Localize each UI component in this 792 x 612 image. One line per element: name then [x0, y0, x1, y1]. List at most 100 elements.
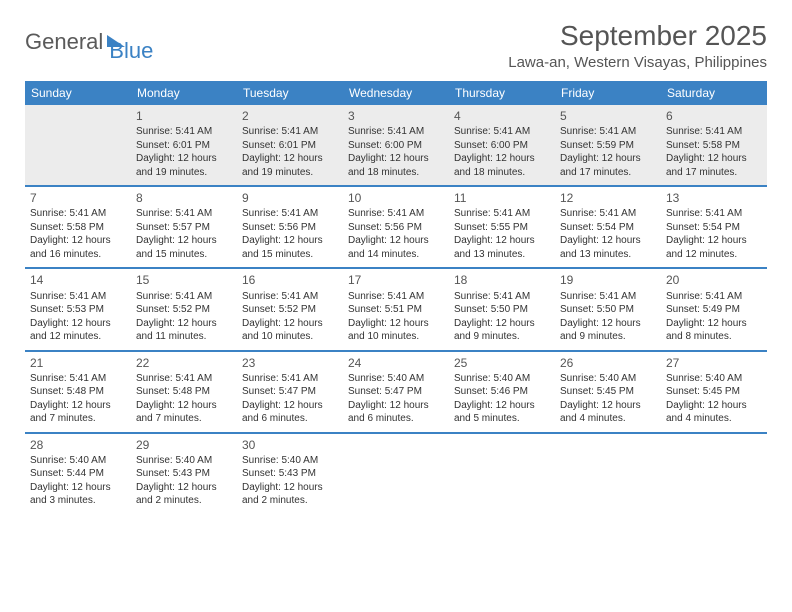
sunset-text: Sunset: 5:45 PM: [666, 385, 762, 399]
sunrise-text: Sunrise: 5:41 AM: [242, 207, 338, 221]
sunrise-text: Sunrise: 5:41 AM: [666, 125, 762, 139]
sunrise-text: Sunrise: 5:41 AM: [348, 290, 444, 304]
day-cell: 12Sunrise: 5:41 AMSunset: 5:54 PMDayligh…: [555, 186, 661, 268]
empty-cell: [555, 433, 661, 514]
sunrise-text: Sunrise: 5:40 AM: [666, 372, 762, 386]
daylight-text: Daylight: 12 hours and 16 minutes.: [30, 234, 126, 261]
day-header: Friday: [555, 81, 661, 105]
day-header-row: Sunday Monday Tuesday Wednesday Thursday…: [25, 81, 767, 105]
sunrise-text: Sunrise: 5:41 AM: [348, 207, 444, 221]
day-number: 22: [136, 355, 232, 371]
day-cell: 28Sunrise: 5:40 AMSunset: 5:44 PMDayligh…: [25, 433, 131, 514]
sunset-text: Sunset: 5:58 PM: [666, 139, 762, 153]
sunrise-text: Sunrise: 5:41 AM: [454, 290, 550, 304]
sunset-text: Sunset: 5:43 PM: [136, 467, 232, 481]
daylight-text: Daylight: 12 hours and 3 minutes.: [30, 481, 126, 508]
sunrise-text: Sunrise: 5:41 AM: [560, 207, 656, 221]
day-cell: 3Sunrise: 5:41 AMSunset: 6:00 PMDaylight…: [343, 105, 449, 186]
week-row: 14Sunrise: 5:41 AMSunset: 5:53 PMDayligh…: [25, 268, 767, 350]
sunrise-text: Sunrise: 5:41 AM: [136, 290, 232, 304]
location: Lawa-an, Western Visayas, Philippines: [508, 54, 767, 71]
sunset-text: Sunset: 6:01 PM: [136, 139, 232, 153]
daylight-text: Daylight: 12 hours and 13 minutes.: [454, 234, 550, 261]
sunrise-text: Sunrise: 5:41 AM: [242, 290, 338, 304]
day-number: 19: [560, 272, 656, 288]
daylight-text: Daylight: 12 hours and 9 minutes.: [454, 317, 550, 344]
day-number: 25: [454, 355, 550, 371]
sunset-text: Sunset: 5:51 PM: [348, 303, 444, 317]
daylight-text: Daylight: 12 hours and 10 minutes.: [348, 317, 444, 344]
sunset-text: Sunset: 5:44 PM: [30, 467, 126, 481]
daylight-text: Daylight: 12 hours and 10 minutes.: [242, 317, 338, 344]
sunset-text: Sunset: 5:48 PM: [30, 385, 126, 399]
day-cell: 11Sunrise: 5:41 AMSunset: 5:55 PMDayligh…: [449, 186, 555, 268]
sunrise-text: Sunrise: 5:41 AM: [136, 125, 232, 139]
sunset-text: Sunset: 5:45 PM: [560, 385, 656, 399]
daylight-text: Daylight: 12 hours and 6 minutes.: [348, 399, 444, 426]
day-cell: 21Sunrise: 5:41 AMSunset: 5:48 PMDayligh…: [25, 351, 131, 433]
week-row: 21Sunrise: 5:41 AMSunset: 5:48 PMDayligh…: [25, 351, 767, 433]
sunset-text: Sunset: 5:47 PM: [242, 385, 338, 399]
empty-cell: [661, 433, 767, 514]
day-number: 11: [454, 190, 550, 206]
sunset-text: Sunset: 5:54 PM: [560, 221, 656, 235]
daylight-text: Daylight: 12 hours and 5 minutes.: [454, 399, 550, 426]
month-title: September 2025: [508, 20, 767, 52]
day-number: 8: [136, 190, 232, 206]
sunset-text: Sunset: 5:57 PM: [136, 221, 232, 235]
sunset-text: Sunset: 5:58 PM: [30, 221, 126, 235]
day-number: 13: [666, 190, 762, 206]
day-cell: 16 Sunrise: 5:41 AMSunset: 5:52 PMDayligh…: [237, 268, 343, 350]
daylight-text: Daylight: 12 hours and 2 minutes.: [242, 481, 338, 508]
sunrise-text: Sunrise: 5:41 AM: [242, 125, 338, 139]
sunset-text: Sunset: 5:48 PM: [136, 385, 232, 399]
day-cell: 29Sunrise: 5:40 AMSunset: 5:43 PMDayligh…: [131, 433, 237, 514]
day-header: Tuesday: [237, 81, 343, 105]
day-cell: 25Sunrise: 5:40 AMSunset: 5:46 PMDayligh…: [449, 351, 555, 433]
day-cell: 18Sunrise: 5:41 AMSunset: 5:50 PMDayligh…: [449, 268, 555, 350]
sunset-text: Sunset: 5:54 PM: [666, 221, 762, 235]
sunset-text: Sunset: 5:52 PM: [136, 303, 232, 317]
daylight-text: Daylight: 12 hours and 4 minutes.: [666, 399, 762, 426]
day-cell: 15Sunrise: 5:41 AMSunset: 5:52 PMDayligh…: [131, 268, 237, 350]
day-cell: 2Sunrise: 5:41 AMSunset: 6:01 PMDaylight…: [237, 105, 343, 186]
day-number: 26: [560, 355, 656, 371]
day-number: 9: [242, 190, 338, 206]
sunset-text: Sunset: 5:47 PM: [348, 385, 444, 399]
day-number: 1: [136, 108, 232, 124]
calendar-body: 1Sunrise: 5:41 AMSunset: 6:01 PMDaylight…: [25, 105, 767, 514]
day-number: 5: [560, 108, 656, 124]
title-block: September 2025 Lawa-an, Western Visayas,…: [508, 20, 767, 71]
logo-text-1: General: [25, 29, 103, 55]
sunset-text: Sunset: 5:52 PM: [242, 303, 338, 317]
day-cell: 9Sunrise: 5:41 AMSunset: 5:56 PMDaylight…: [237, 186, 343, 268]
day-number: 21: [30, 355, 126, 371]
daylight-text: Daylight: 12 hours and 17 minutes.: [666, 152, 762, 179]
daylight-text: Daylight: 12 hours and 19 minutes.: [242, 152, 338, 179]
sunset-text: Sunset: 5:56 PM: [242, 221, 338, 235]
daylight-text: Daylight: 12 hours and 17 minutes.: [560, 152, 656, 179]
day-header: Wednesday: [343, 81, 449, 105]
day-cell: 1Sunrise: 5:41 AMSunset: 6:01 PMDaylight…: [131, 105, 237, 186]
sunset-text: Sunset: 5:50 PM: [560, 303, 656, 317]
day-cell: 8Sunrise: 5:41 AMSunset: 5:57 PMDaylight…: [131, 186, 237, 268]
day-number: 27: [666, 355, 762, 371]
sunset-text: Sunset: 5:59 PM: [560, 139, 656, 153]
day-number: 20: [666, 272, 762, 288]
day-number: 23: [242, 355, 338, 371]
day-number: 18: [454, 272, 550, 288]
daylight-text: Daylight: 12 hours and 7 minutes.: [30, 399, 126, 426]
sunrise-text: Sunrise: 5:41 AM: [454, 207, 550, 221]
logo: General Blue: [25, 20, 153, 64]
sunrise-text: Sunrise: 5:40 AM: [242, 454, 338, 468]
day-number: 3: [348, 108, 444, 124]
empty-cell: [449, 433, 555, 514]
day-number: 16: [242, 272, 338, 288]
sunrise-text: Sunrise: 5:41 AM: [136, 207, 232, 221]
day-number: 15: [136, 272, 232, 288]
sunrise-text: Sunrise: 5:41 AM: [348, 125, 444, 139]
week-row: 1Sunrise: 5:41 AMSunset: 6:01 PMDaylight…: [25, 105, 767, 186]
day-header: Sunday: [25, 81, 131, 105]
sunrise-text: Sunrise: 5:40 AM: [136, 454, 232, 468]
sunrise-text: Sunrise: 5:41 AM: [560, 125, 656, 139]
